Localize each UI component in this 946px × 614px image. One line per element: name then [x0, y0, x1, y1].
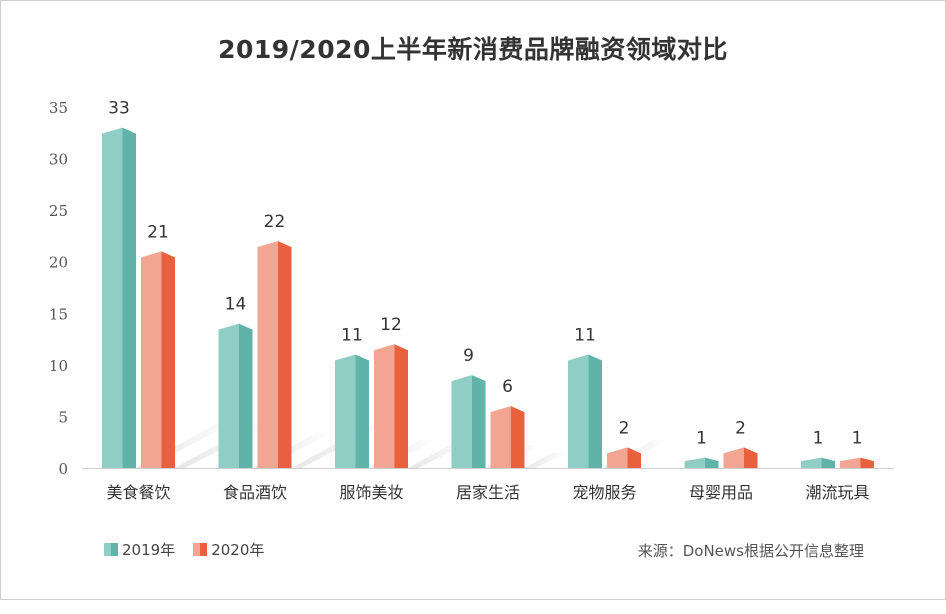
bar-2019年-母婴用品 — [684, 457, 719, 468]
bar-2020年-服饰美妆 — [374, 344, 408, 468]
bar-2020年-宠物服务 — [607, 447, 641, 468]
bars — [102, 127, 874, 468]
x-tick-label: 母婴用品 — [689, 483, 753, 502]
legend-swatch-2019 — [104, 543, 118, 556]
data-label: 33 — [108, 99, 130, 119]
bar-face-light — [102, 127, 123, 468]
bar-2019年-美食餐饮 — [102, 127, 136, 468]
bar-face-dark — [588, 354, 602, 468]
data-label: 22 — [264, 212, 286, 232]
bar-face-dark — [355, 354, 369, 468]
bar-face-dark — [510, 406, 525, 468]
data-label: 12 — [380, 315, 402, 335]
y-tick-label: 30 — [49, 151, 68, 169]
bar-face-light — [451, 375, 472, 468]
x-tick-label: 食品酒饮 — [223, 483, 287, 502]
bar-face-light — [218, 323, 239, 468]
bar-face-light — [490, 406, 511, 468]
legend-item-2020: 2020年 — [193, 539, 264, 560]
y-tick-label: 25 — [49, 202, 68, 220]
legend-label-2019: 2019年 — [122, 541, 176, 559]
bar-face-dark — [860, 457, 874, 468]
y-axis: 0 5 10 15 20 25 30 35 — [49, 99, 68, 478]
bar-2019年-潮流玩具 — [801, 457, 835, 468]
data-label: 11 — [341, 326, 363, 346]
bar-face-light — [801, 457, 822, 468]
bar-face-dark — [627, 447, 641, 468]
data-label: 2 — [735, 418, 746, 438]
data-label: 1 — [696, 429, 707, 449]
data-label: 21 — [147, 222, 169, 242]
bar-face-light — [723, 447, 744, 468]
legend-item-2019: 2019年 — [104, 539, 175, 560]
x-tick-label: 宠物服务 — [572, 483, 636, 502]
data-label: 14 — [225, 295, 247, 315]
bar-face-light — [141, 251, 162, 468]
bar-face-light — [840, 457, 861, 468]
x-axis: 美食餐饮 食品酒饮 服饰美妆 居家生活 宠物服务 母婴用品 潮流玩具 — [82, 468, 894, 502]
bar-2020年-美食餐饮 — [141, 251, 175, 468]
data-label: 1 — [852, 429, 863, 449]
bar-2019年-居家生活 — [451, 375, 486, 468]
data-label: 9 — [463, 346, 474, 366]
bar-face-light — [257, 241, 278, 468]
y-tick-label: 0 — [58, 460, 68, 478]
x-tick-label: 服饰美妆 — [339, 483, 403, 502]
legend-label-2020: 2020年 — [211, 541, 265, 559]
source-note: 来源：DoNews根据公开信息整理 — [637, 542, 864, 560]
x-tick-label: 美食餐饮 — [106, 483, 170, 502]
bar-face-dark — [238, 323, 253, 468]
data-label: 6 — [502, 377, 513, 397]
legend-swatch-2020 — [193, 543, 208, 556]
data-label: 1 — [813, 429, 824, 449]
bar-face-dark — [122, 127, 136, 468]
bar-face-light — [684, 457, 705, 468]
y-tick-label: 10 — [49, 357, 68, 375]
bar-2020年-母婴用品 — [723, 447, 758, 468]
bar-face-dark — [704, 457, 719, 468]
x-tick-label: 居家生活 — [456, 483, 520, 502]
bar-face-light — [607, 447, 628, 468]
bar-shadow — [524, 452, 569, 468]
chart-title: 2019/2020上半年新消费品牌融资领域对比 — [218, 35, 728, 64]
bar-2020年-居家生活 — [490, 406, 525, 468]
data-label: 2 — [619, 418, 630, 438]
bar-face-dark — [394, 344, 408, 468]
x-tick-label: 潮流玩具 — [805, 483, 869, 502]
legend: 2019年 2020年 — [104, 539, 264, 560]
bar-face-dark — [161, 251, 175, 468]
bar-2019年-宠物服务 — [568, 354, 602, 468]
y-tick-label: 35 — [49, 99, 68, 117]
bar-2020年-食品酒饮 — [257, 241, 292, 468]
bar-face-light — [568, 354, 589, 468]
bar-face-dark — [821, 457, 835, 468]
bar-face-dark — [277, 241, 292, 468]
bar-face-light — [335, 354, 356, 468]
bar-face-dark — [471, 375, 486, 468]
y-tick-label: 20 — [49, 254, 68, 272]
bar-2020年-潮流玩具 — [840, 457, 874, 468]
bar-2019年-食品酒饮 — [218, 323, 253, 468]
y-tick-label: 5 — [58, 408, 68, 426]
bar-2019年-服饰美妆 — [335, 354, 369, 468]
bar-face-light — [374, 344, 395, 468]
y-tick-label: 15 — [49, 305, 68, 323]
bar-face-dark — [743, 447, 758, 468]
data-label: 11 — [574, 326, 596, 346]
